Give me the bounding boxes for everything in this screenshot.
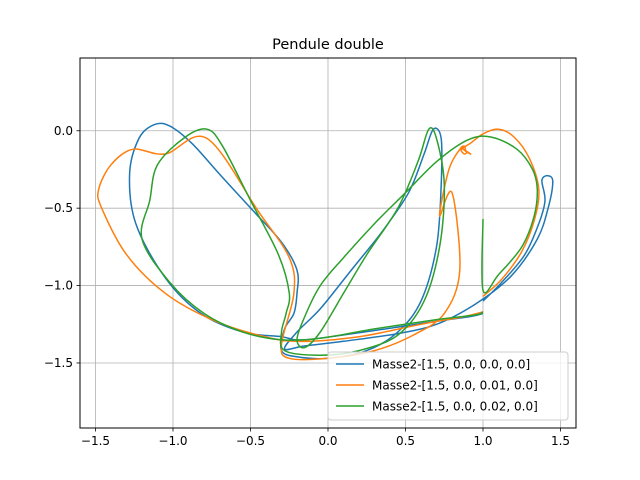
legend-box [327,351,569,421]
legend-label-3: Masse2-[1.5, 0.0, 0.02, 0.0] [372,400,538,414]
legend-label-2: Masse2-[1.5, 0.0, 0.01, 0.0] [372,379,538,393]
legend-label-1: Masse2-[1.5, 0.0, 0.0, 0.0] [372,358,530,372]
y-tick-label: −1.5 [44,356,73,370]
y-tick-label: 0.0 [54,124,73,138]
y-tick-label: −1.0 [44,279,73,293]
chart-title: Pendule double [272,37,384,53]
x-tick-label: −1.0 [158,434,187,448]
x-tick-label: 0.0 [318,434,337,448]
y-tick-label: −0.5 [44,201,73,215]
series-lines [96,122,554,361]
x-tick-label: −0.5 [236,434,265,448]
x-tick-label: −1.5 [81,434,110,448]
x-tick-label: 1.5 [551,434,570,448]
x-tick-label: 1.0 [473,434,492,448]
x-tick-label: 0.5 [396,434,415,448]
axis-ticks: −1.5 −1.0 −0.5 0.0 0.5 1.0 1.5 0.0 −0.5 −1.0 −1.5 [44,124,570,448]
series-line-2 [96,128,540,361]
series-line-1 [128,122,554,360]
legend: Masse2-[1.5, 0.0, 0.0, 0.0] Masse2-[1.5, … [327,351,569,421]
series-line-3 [140,126,539,356]
